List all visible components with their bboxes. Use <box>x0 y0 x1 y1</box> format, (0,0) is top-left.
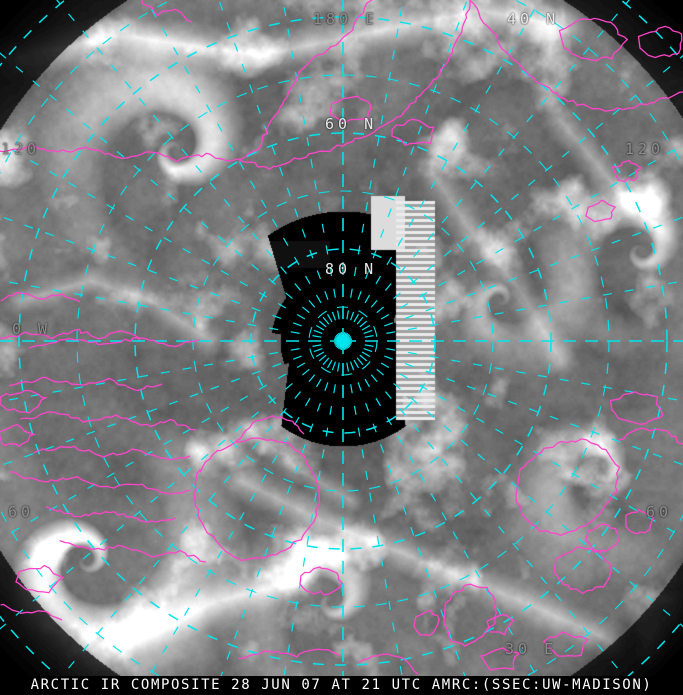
coastline-arch-s2 <box>33 445 191 461</box>
meridian-line <box>342 0 541 342</box>
meridian-line <box>342 340 683 538</box>
coastline-greenland-north <box>235 415 305 442</box>
coastline-greenland <box>193 437 321 562</box>
coastline-arch-mid <box>8 376 163 392</box>
coastline-iceland <box>299 566 343 596</box>
coastline-island-m <box>542 631 589 657</box>
coastline-island-i <box>391 118 435 147</box>
coastline-island-c <box>585 199 617 223</box>
coastline-island-e <box>486 614 515 636</box>
coastline-severnaya-zemlya <box>558 17 629 62</box>
meridian-line <box>148 340 344 676</box>
caption-bar: ARCTIC IR COMPOSITE 28 JUN 07 AT 21 UTC … <box>0 676 683 695</box>
coastline-hudson-s <box>59 539 207 563</box>
coastline-alaska-nw <box>0 291 81 303</box>
coastline-lines <box>0 0 683 675</box>
meridian-line <box>342 340 683 466</box>
meridian-line <box>282 0 344 342</box>
coastline-island-j <box>0 603 63 621</box>
map-overlay <box>0 0 683 676</box>
meridian-line <box>342 340 466 676</box>
coastline-kola <box>618 427 683 445</box>
coastline-island-l <box>479 647 521 671</box>
coastline-scandinavia <box>515 438 621 537</box>
coastline-siberia-north <box>0 0 373 163</box>
meridian-line <box>0 340 344 467</box>
coastline-baltic <box>553 546 612 595</box>
meridian-line <box>0 340 344 630</box>
coastline-island-a <box>637 25 683 59</box>
coastline-white-sea <box>609 391 664 425</box>
parallel-circle <box>134 132 552 550</box>
parallel-circle <box>76 74 610 608</box>
meridian-line <box>342 0 468 342</box>
coastline-island-b <box>15 564 65 594</box>
coastline-island-h <box>329 95 372 124</box>
coastline-island-k <box>141 0 193 23</box>
meridian-line <box>342 340 538 676</box>
meridian-line <box>342 216 683 342</box>
coastline-lake-b <box>625 508 655 535</box>
meridian-line <box>0 142 344 342</box>
meridian-line <box>342 0 404 342</box>
coastline-ireland <box>413 609 440 636</box>
coastline-taymyr <box>468 0 683 112</box>
coastline-aleutian-b <box>0 423 37 448</box>
coastline-aleutian-a <box>0 389 49 414</box>
meridian-line <box>0 52 344 342</box>
coastline-hudson-n <box>45 506 177 523</box>
coastline-arch-s3 <box>9 471 191 495</box>
coastline-island-d <box>611 159 642 183</box>
meridian-line <box>218 0 344 342</box>
parallel-circle <box>250 248 436 434</box>
coastline-lake-a <box>585 523 619 553</box>
coastline-great-britain <box>443 583 498 647</box>
coastline-chukotka <box>238 0 471 170</box>
meridian-line <box>0 215 344 342</box>
parallel-circle <box>308 306 378 376</box>
coastline-arch-s1 <box>20 411 197 431</box>
coastline-island-g <box>238 648 341 660</box>
meridian-line <box>283 340 344 676</box>
coastline-island-f <box>358 653 419 675</box>
coastline-arch-north <box>28 337 201 349</box>
meridian-line <box>145 0 344 342</box>
coastline-alaska-n <box>0 328 141 341</box>
parallel-circle <box>18 16 668 666</box>
